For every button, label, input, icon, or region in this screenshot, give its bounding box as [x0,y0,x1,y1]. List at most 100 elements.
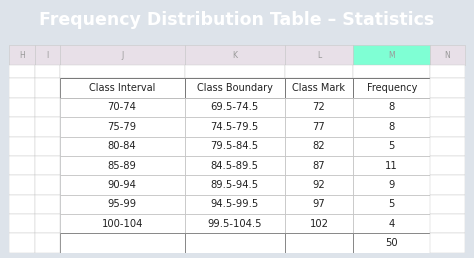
Text: 8: 8 [389,122,395,132]
Bar [430,117,465,136]
Text: Frequency: Frequency [366,83,417,93]
Bar [285,233,353,253]
Bar [60,175,185,195]
Bar [185,233,285,253]
Bar [285,65,353,78]
Text: L: L [317,51,321,60]
Bar [353,45,430,65]
Bar [35,195,60,214]
Bar [9,117,35,136]
Bar [35,78,60,98]
Bar [430,98,465,117]
Bar [285,78,353,98]
Text: Class Interval: Class Interval [89,83,155,93]
Bar [60,117,185,136]
Text: Class Mark: Class Mark [292,83,346,93]
Bar [353,175,430,195]
Text: 8: 8 [389,102,395,112]
Bar [185,78,285,98]
Bar [353,117,430,136]
Bar [9,98,35,117]
Bar [60,98,185,117]
Text: 69.5-74.5: 69.5-74.5 [210,102,259,112]
Text: 50: 50 [385,238,398,248]
Bar [35,45,60,65]
Bar [9,45,35,65]
Text: I: I [46,51,48,60]
Bar [60,195,185,214]
Text: 9: 9 [389,180,395,190]
Bar [60,45,185,65]
Text: 102: 102 [310,219,328,229]
Text: M: M [388,51,395,60]
Text: H: H [19,51,25,60]
Text: 72: 72 [312,102,325,112]
Bar [9,214,35,233]
Bar [285,45,353,65]
Bar [430,65,465,78]
Bar [430,136,465,156]
Bar [9,65,35,78]
Text: 89.5-94.5: 89.5-94.5 [210,180,259,190]
Bar [430,45,465,65]
Bar [430,195,465,214]
Bar [9,233,35,253]
Text: 77: 77 [312,122,325,132]
Text: 84.5-89.5: 84.5-89.5 [211,161,259,171]
Text: 80-84: 80-84 [108,141,137,151]
Text: 100-104: 100-104 [101,219,143,229]
Bar [353,98,430,117]
Text: 79.5-84.5: 79.5-84.5 [210,141,259,151]
Bar [9,78,35,98]
Bar [185,214,285,233]
Bar [35,117,60,136]
Text: 75-79: 75-79 [108,122,137,132]
Bar [35,65,60,78]
Text: Frequency Distribution Table – Statistics: Frequency Distribution Table – Statistic… [39,11,435,29]
Bar [35,156,60,175]
Text: 4: 4 [389,219,395,229]
Text: 74.5-79.5: 74.5-79.5 [210,122,259,132]
Bar [185,195,285,214]
Bar [353,214,430,233]
Bar [60,136,185,156]
Bar [430,233,465,253]
Text: 82: 82 [312,141,325,151]
Text: N: N [445,51,450,60]
Bar [60,156,185,175]
Text: K: K [232,51,237,60]
Text: 70-74: 70-74 [108,102,137,112]
Text: 99.5-104.5: 99.5-104.5 [208,219,262,229]
Text: 94.5-99.5: 94.5-99.5 [210,199,259,209]
Bar [353,78,430,98]
Bar [285,214,353,233]
Bar [60,78,185,98]
Bar [185,175,285,195]
Bar [185,98,285,117]
Bar [430,78,465,98]
Bar [185,117,285,136]
Bar [60,233,185,253]
Text: 92: 92 [312,180,325,190]
Bar [35,214,60,233]
Bar [353,65,430,78]
Bar [430,214,465,233]
Bar [285,136,353,156]
Bar [430,156,465,175]
Bar [285,117,353,136]
Bar [35,175,60,195]
Bar [60,65,185,78]
Bar [285,195,353,214]
Bar [9,175,35,195]
Text: 87: 87 [312,161,325,171]
Text: 5: 5 [389,141,395,151]
Bar [60,214,185,233]
Text: 97: 97 [312,199,325,209]
Text: Class Boundary: Class Boundary [197,83,273,93]
Bar [9,156,35,175]
Bar [185,45,285,65]
Bar [353,136,430,156]
Text: J: J [121,51,123,60]
Bar [35,98,60,117]
Bar [185,65,285,78]
